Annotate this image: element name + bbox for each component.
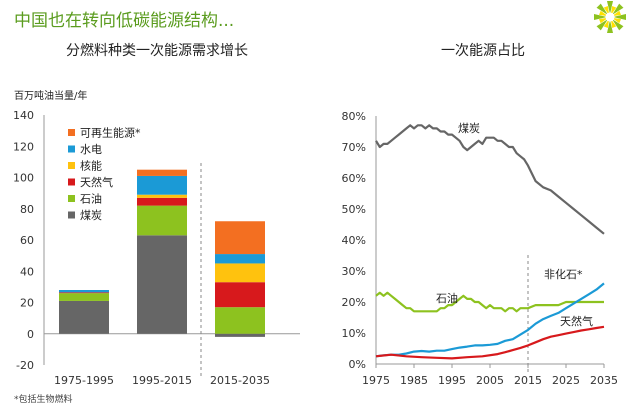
bar-segment-石油 xyxy=(215,307,265,334)
bar-segment-核能 xyxy=(137,194,187,198)
y-tick-label: 60% xyxy=(342,172,366,185)
y-tick-label: 20 xyxy=(20,297,34,310)
y-axis-label: 百万吨油当量/年 xyxy=(14,89,87,102)
y-tick-label: 10% xyxy=(342,327,366,340)
bar-segment-水电 xyxy=(59,290,109,293)
bar-segment-煤炭 xyxy=(137,235,187,334)
y-tick-label: 50% xyxy=(342,203,366,216)
y-tick-label: 40% xyxy=(342,234,366,247)
bar-segment-核能 xyxy=(215,263,265,283)
bar-segment-水电 xyxy=(215,254,265,264)
bar-segment-天然气 xyxy=(215,282,265,308)
bar-segment-可再生能源 xyxy=(137,169,187,176)
line-chart-title: 一次能源占比 xyxy=(441,43,525,59)
x-tick-label: 1995 xyxy=(438,374,466,387)
series-label-煤炭: 煤炭 xyxy=(458,122,480,135)
legend-swatch-石油 xyxy=(68,195,75,202)
y-tick-label: 120 xyxy=(13,140,34,153)
x-tick-label: 2005 xyxy=(476,374,504,387)
bar-segment-水电 xyxy=(137,175,187,195)
bp-helios-logo xyxy=(594,1,626,33)
line-chart: 0% 10% 20% 30% 40% 50% 60% 70% 80% 1975 1985 1995 20… xyxy=(342,110,618,387)
y-tick-label: 80% xyxy=(342,110,366,123)
x-tick-label: 1985 xyxy=(400,374,428,387)
y-tick-label: 60 xyxy=(20,234,34,247)
bar-segment-天然气 xyxy=(137,197,187,206)
legend-label-可再生能源: 可再生能源* xyxy=(80,126,141,140)
series-label-石油: 石油 xyxy=(436,291,458,305)
legend-swatch-煤炭 xyxy=(68,211,75,219)
x-tick-label: 1995-2015 xyxy=(132,374,192,387)
x-tick-label: 2015 xyxy=(514,374,542,387)
series-label-天然气: 天然气 xyxy=(560,314,593,328)
bar-segment-石油 xyxy=(137,205,187,236)
x-tick-label: 1975 xyxy=(362,374,390,387)
series-line-石油 xyxy=(375,291,604,313)
legend-label-石油: 石油 xyxy=(80,192,102,206)
bar-segment-天然气 xyxy=(59,292,109,294)
x-tick-label: 2025 xyxy=(552,374,580,387)
y-tick-label: 100 xyxy=(13,172,34,185)
legend-label-水电: 水电 xyxy=(80,143,102,156)
legend-label-天然气: 天然气 xyxy=(80,175,113,189)
y-tick-label: -20 xyxy=(16,359,34,372)
bar-chart: 百万吨油当量/年 -20 0 20 40 60 80 100 120 140 1975-1995 19… xyxy=(13,89,300,387)
y-tick-label: 40 xyxy=(20,265,34,278)
bar-segment-可再生能源 xyxy=(215,221,265,255)
x-tick-label: 1975-1995 xyxy=(54,374,114,387)
bar-segment-煤炭 xyxy=(215,333,265,337)
y-tick-label: 80 xyxy=(20,203,34,216)
legend-label-核能: 核能 xyxy=(80,159,102,173)
y-tick-label: 20% xyxy=(342,296,366,309)
series-line-非化石 xyxy=(375,282,605,358)
y-tick-label: 0% xyxy=(349,358,366,371)
y-tick-label: 0 xyxy=(27,328,34,341)
legend-swatch-水电 xyxy=(68,145,75,153)
x-tick-label: 2015-2035 xyxy=(210,374,270,387)
legend-swatch-可再生能源 xyxy=(68,129,75,136)
x-tick-label: 2035 xyxy=(590,374,618,387)
legend-swatch-天然气 xyxy=(68,178,75,186)
series-line-煤炭 xyxy=(375,124,605,235)
legend-label-煤炭: 煤炭 xyxy=(80,209,102,222)
bar-segment-煤炭 xyxy=(59,300,109,334)
slide-title: 中国也在转向低碳能源结构... xyxy=(14,11,235,31)
bar-segment-石油 xyxy=(59,293,109,301)
y-tick-label: 70% xyxy=(342,141,366,154)
bar-chart-title: 分燃料种类一次能源需求增长 xyxy=(66,43,248,59)
series-label-非化石: 非化石* xyxy=(544,267,583,281)
footnote: *包括生物燃料 xyxy=(14,395,73,405)
legend-swatch-核能 xyxy=(68,162,75,169)
y-tick-label: 30% xyxy=(342,265,366,278)
y-tick-label: 140 xyxy=(13,109,34,122)
series-line-天然气 xyxy=(375,325,605,360)
